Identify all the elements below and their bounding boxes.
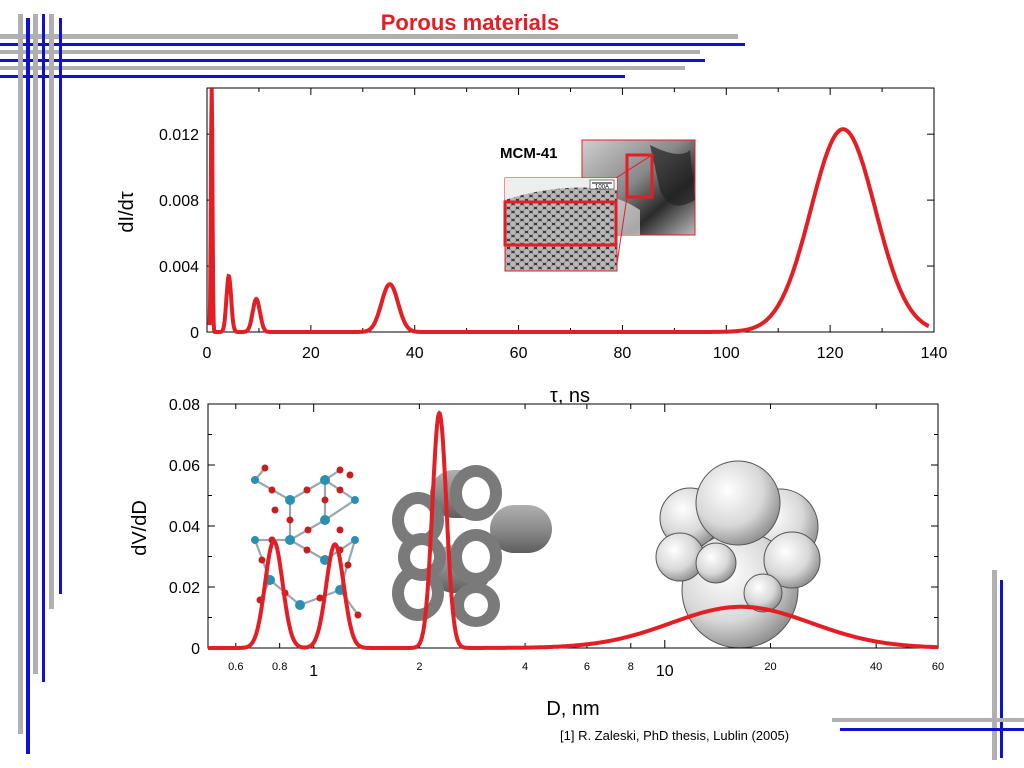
scale-bar-label: 100A [595,185,609,191]
x-tick-label: 140 [921,345,948,362]
y-tick-label: 0.004 [159,259,199,276]
mcm41-micrograph-inset: 100A MCM-41 [500,139,696,272]
x-tick-label: 0.6 [228,661,243,673]
x-tick-label: 0 [203,345,212,362]
mesoporous-tube-bundle-illustration [392,465,552,627]
y-axis: 0 0.02 0.04 0.06 0.08 [169,397,938,658]
sphere-aggregate-illustration [655,460,821,649]
y-axis-label: dI/dτ [116,191,138,232]
x-axis: 0.6 0.8 1 2 4 6 8 10 20 40 60 [228,404,944,680]
y-tick-label: 0 [191,641,200,658]
x-tick-label: 100 [713,345,740,362]
mcm41-label: MCM-41 [500,145,558,162]
x-tick-label: 4 [522,661,528,673]
citation: [1] R. Zaleski, PhD thesis, Lublin (2005… [560,728,790,743]
x-tick-label: 20 [764,661,776,673]
x-tick-label: 6 [584,661,590,673]
x-tick-label: 10 [656,663,674,680]
y-tick-label: 0.06 [169,458,200,475]
y-tick-label: 0.04 [169,519,200,536]
x-tick-label: 8 [628,661,634,673]
y-axis: 0 0.004 0.008 0.012 [159,127,934,342]
y-tick-label: 0.008 [159,193,199,210]
slide-title: Porous materials [380,10,560,35]
series-curve [208,410,938,650]
x-axis: 0 20 40 60 80 100 120 140 [203,88,948,362]
x-tick-label: 120 [817,345,844,362]
zeolite-framework-illustration [249,464,362,620]
series-curve [207,88,930,334]
y-tick-label: 0.02 [169,580,200,597]
x-tick-label: 20 [302,345,320,362]
x-tick-label: 80 [614,345,632,362]
x-axis-label: τ, ns [550,385,590,407]
y-tick-label: 0 [190,325,199,342]
x-axis-label: D, nm [546,698,599,720]
x-tick-label: 1 [309,663,318,680]
x-tick-label: 2 [416,661,422,673]
y-tick-label: 0.012 [159,127,199,144]
x-tick-label: 60 [932,661,944,673]
y-axis-label: dV/dD [129,500,151,556]
x-tick-label: 60 [510,345,528,362]
y-tick-label: 0.08 [169,397,200,414]
x-tick-label: 40 [870,661,882,673]
x-tick-label: 0.8 [272,661,287,673]
x-tick-label: 40 [406,345,424,362]
